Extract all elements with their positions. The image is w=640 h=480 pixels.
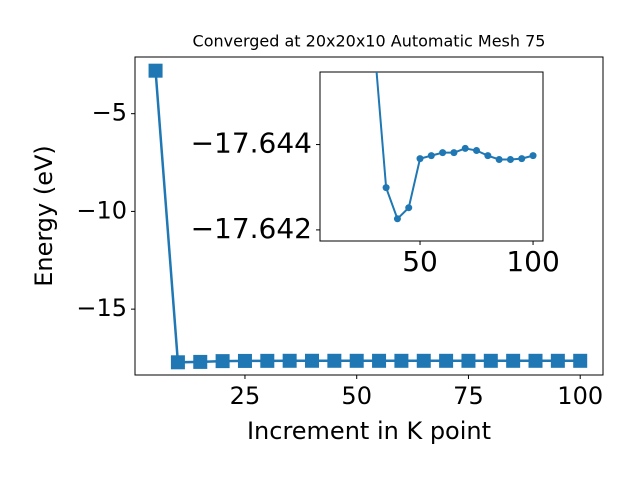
x-tick-label: 100 — [506, 245, 559, 278]
marker — [427, 152, 435, 160]
marker — [439, 353, 454, 368]
plot-area — [375, 72, 537, 223]
marker — [518, 155, 526, 163]
marker — [393, 215, 401, 223]
marker — [483, 353, 498, 368]
marker — [573, 353, 588, 368]
marker — [282, 353, 297, 368]
marker — [260, 353, 275, 368]
y-tick-label: −5 — [92, 99, 127, 127]
x-tick-label: 25 — [230, 382, 261, 410]
marker — [305, 353, 320, 368]
marker — [416, 155, 424, 163]
marker — [193, 354, 208, 369]
marker — [550, 353, 565, 368]
marker — [461, 144, 469, 152]
y-tick-label: −15 — [76, 294, 127, 322]
plot-area — [148, 63, 588, 370]
marker — [382, 184, 390, 192]
y-axis-label: Energy (eV) — [30, 145, 58, 287]
marker — [349, 353, 364, 368]
marker — [215, 354, 230, 369]
marker — [506, 353, 521, 368]
marker — [506, 155, 514, 163]
marker — [170, 355, 185, 370]
marker — [394, 353, 409, 368]
marker — [405, 204, 413, 212]
marker — [372, 353, 387, 368]
y-tick-label: −17.644 — [191, 127, 312, 160]
marker — [461, 353, 476, 368]
marker — [484, 152, 492, 160]
marker — [439, 149, 447, 157]
y-tick-label: −10 — [76, 196, 127, 224]
y-tick-label: −17.642 — [191, 212, 312, 245]
marker — [416, 353, 431, 368]
marker — [450, 149, 458, 157]
marker — [528, 353, 543, 368]
x-tick-label: 50 — [402, 245, 438, 278]
marker — [237, 353, 252, 368]
marker — [529, 152, 537, 160]
x-axis-label: Increment in K point — [247, 417, 491, 445]
x-tick-label: 100 — [557, 382, 603, 410]
x-tick-label: 50 — [341, 382, 372, 410]
marker — [495, 155, 503, 163]
marker — [473, 147, 481, 155]
marker — [148, 63, 163, 78]
x-tick-label: 75 — [453, 382, 484, 410]
marker — [327, 353, 342, 368]
chart-title: Converged at 20x20x10 Automatic Mesh 75 — [193, 32, 546, 51]
